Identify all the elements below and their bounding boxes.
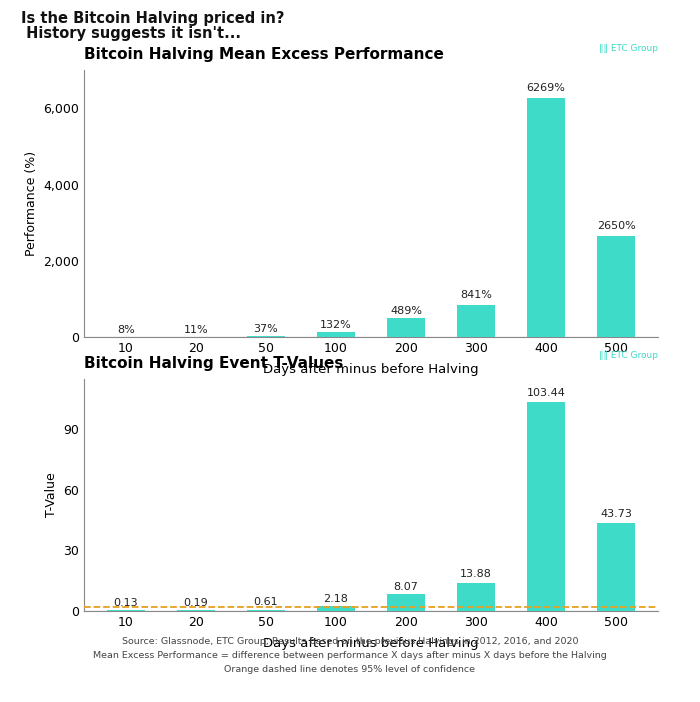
Text: Bitcoin Halving Mean Excess Performance: Bitcoin Halving Mean Excess Performance <box>84 47 444 62</box>
Text: Is the Bitcoin Halving priced in?: Is the Bitcoin Halving priced in? <box>21 11 284 25</box>
Text: 37%: 37% <box>253 324 279 333</box>
Text: 103.44: 103.44 <box>526 388 566 398</box>
Text: 0.19: 0.19 <box>183 598 209 608</box>
Bar <box>316 607 355 611</box>
Bar <box>386 595 426 611</box>
Text: 6269%: 6269% <box>526 84 566 93</box>
Text: 8%: 8% <box>117 325 135 335</box>
X-axis label: Days after minus before Halving: Days after minus before Halving <box>263 363 479 376</box>
Y-axis label: Performance (%): Performance (%) <box>25 151 38 256</box>
Bar <box>316 332 355 337</box>
Bar <box>246 336 286 337</box>
Bar <box>596 523 636 611</box>
Text: Orange dashed line denotes 95% level of confidence: Orange dashed line denotes 95% level of … <box>225 665 475 675</box>
Text: History suggests it isn't...: History suggests it isn't... <box>21 26 241 41</box>
Text: ‖‖ ETC Group: ‖‖ ETC Group <box>599 351 658 360</box>
Text: 841%: 841% <box>460 291 492 300</box>
Bar <box>526 402 566 611</box>
Bar <box>456 583 496 611</box>
Text: 2650%: 2650% <box>596 221 636 232</box>
Text: 2.18: 2.18 <box>323 594 349 604</box>
Text: 0.61: 0.61 <box>253 597 279 607</box>
Text: 489%: 489% <box>390 306 422 317</box>
Text: 132%: 132% <box>320 320 352 330</box>
Bar <box>596 236 636 337</box>
Y-axis label: T-Value: T-Value <box>45 472 57 517</box>
Text: ‖‖ ETC Group: ‖‖ ETC Group <box>599 44 658 53</box>
Text: Source: Glassnode, ETC Group; Results based on the previous Halvings in 2012, 20: Source: Glassnode, ETC Group; Results ba… <box>122 637 578 647</box>
X-axis label: Days after minus before Halving: Days after minus before Halving <box>263 637 479 650</box>
Text: 0.13: 0.13 <box>113 598 139 608</box>
Text: 13.88: 13.88 <box>460 569 492 578</box>
Text: Mean Excess Performance = difference between performance X days after minus X da: Mean Excess Performance = difference bet… <box>93 651 607 661</box>
Text: 8.07: 8.07 <box>393 582 419 592</box>
Text: Bitcoin Halving Event T-Values: Bitcoin Halving Event T-Values <box>84 356 344 371</box>
Bar <box>246 609 286 611</box>
Bar <box>526 98 566 337</box>
Bar <box>386 318 426 337</box>
Text: 11%: 11% <box>183 324 209 335</box>
Text: 43.73: 43.73 <box>600 509 632 519</box>
Bar <box>456 305 496 337</box>
